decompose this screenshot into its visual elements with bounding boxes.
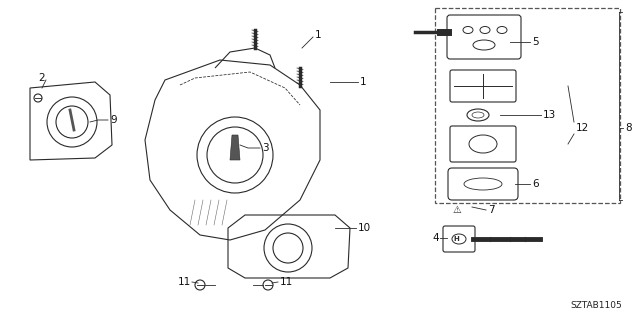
Text: 11: 11 xyxy=(178,277,191,287)
Text: 1: 1 xyxy=(315,30,322,40)
Text: 5: 5 xyxy=(532,37,539,47)
Text: 12: 12 xyxy=(576,123,589,133)
Text: H: H xyxy=(453,236,459,242)
Text: 9: 9 xyxy=(110,115,116,125)
Bar xyxy=(435,8,620,203)
Text: 2: 2 xyxy=(38,73,45,83)
Text: 4: 4 xyxy=(432,233,438,243)
Text: ⚠: ⚠ xyxy=(453,205,461,215)
Text: 8: 8 xyxy=(625,123,632,133)
Polygon shape xyxy=(230,135,240,160)
Text: 6: 6 xyxy=(532,179,539,189)
Text: 10: 10 xyxy=(358,223,371,233)
Text: 3: 3 xyxy=(262,143,269,153)
Text: SZTAB1105: SZTAB1105 xyxy=(570,301,621,310)
Text: 7: 7 xyxy=(488,205,495,215)
Text: 13: 13 xyxy=(543,110,556,120)
Text: 11: 11 xyxy=(280,277,293,287)
Text: 1: 1 xyxy=(360,77,367,87)
